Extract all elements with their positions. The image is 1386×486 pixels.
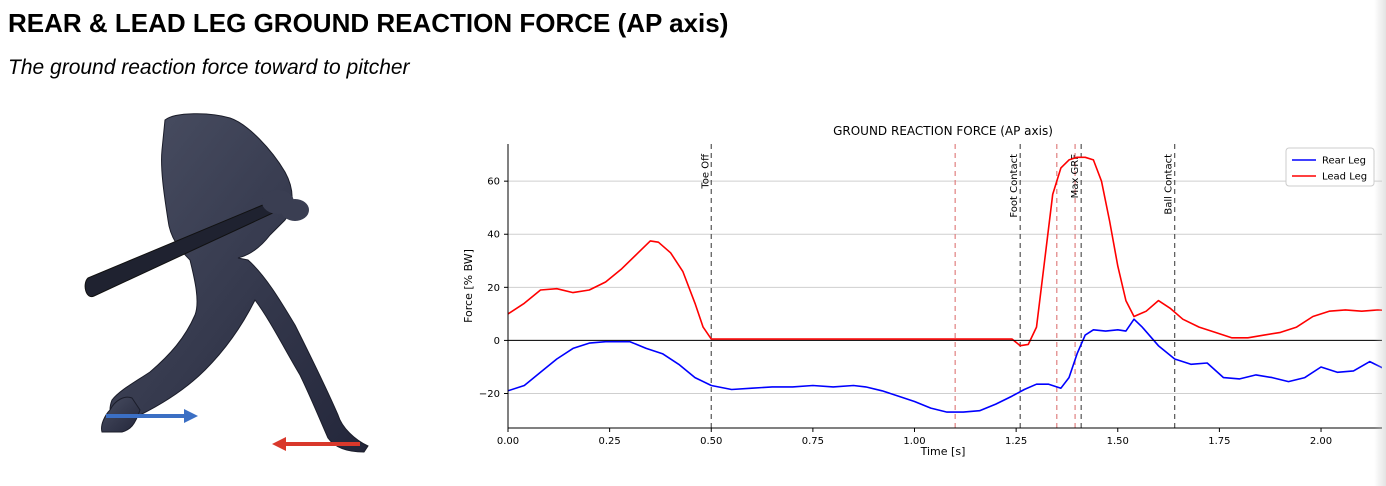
event-label: Ball Contact xyxy=(1164,154,1175,215)
y-tick-label: 60 xyxy=(487,177,500,188)
axis-ticks: −20 0 20 40 60 0.00 0.25 0.50 0.75 1.00 1.25 1.50 1.… xyxy=(479,177,1332,447)
x-tick-label: 0.50 xyxy=(700,436,722,447)
y-tick-label: 20 xyxy=(487,283,500,294)
event-label: Foot Contact xyxy=(1009,154,1020,218)
x-tick-label: 1.25 xyxy=(1005,436,1027,447)
series-line-rear-leg xyxy=(508,318,1382,413)
legend-label: Lead Leg xyxy=(1322,172,1367,183)
x-tick-label: 0.75 xyxy=(802,436,824,447)
y-axis-label: Force [% BW] xyxy=(462,249,475,323)
y-tick-label: 40 xyxy=(487,230,500,241)
rear-leg-arrow-icon xyxy=(106,409,198,423)
x-tick-label: 0.25 xyxy=(598,436,620,447)
event-markers: Toe Off Foot Contact Max GRF Ball Contact xyxy=(700,144,1176,428)
x-tick-label: 2.00 xyxy=(1310,436,1332,447)
batter-figure-illustration xyxy=(84,113,369,453)
axes xyxy=(507,144,1382,429)
x-tick-label: 1.50 xyxy=(1107,436,1129,447)
edge-shadow xyxy=(1374,0,1386,486)
batter-body xyxy=(101,113,369,453)
data-series xyxy=(508,156,1382,413)
legend-label: Rear Leg xyxy=(1322,156,1366,167)
x-tick-label: 0.00 xyxy=(497,436,519,447)
grf-line-chart: GROUND REACTION FORCE (AP axis) Time [s]… xyxy=(462,124,1382,458)
x-axis-label: Time [s] xyxy=(920,445,966,458)
event-label: Toe Off xyxy=(700,153,711,190)
event-label: Max GRF xyxy=(1070,154,1081,199)
x-tick-label: 1.00 xyxy=(903,436,925,447)
series-line-lead-leg xyxy=(508,156,1382,347)
lead-leg-arrow-icon xyxy=(272,437,360,451)
y-tick-label: −20 xyxy=(479,389,500,400)
y-tick-label: 0 xyxy=(494,336,500,347)
legend: Rear Leg Lead Leg xyxy=(1285,147,1375,187)
page-subtitle: The ground reaction force toward to pitc… xyxy=(8,56,410,79)
x-tick-label: 1.75 xyxy=(1208,436,1230,447)
page-title: REAR & LEAD LEG GROUND REACTION FORCE (A… xyxy=(8,8,729,38)
gridlines xyxy=(508,180,1382,394)
hands-icon xyxy=(262,190,309,221)
chart-title: GROUND REACTION FORCE (AP axis) xyxy=(833,124,1053,138)
